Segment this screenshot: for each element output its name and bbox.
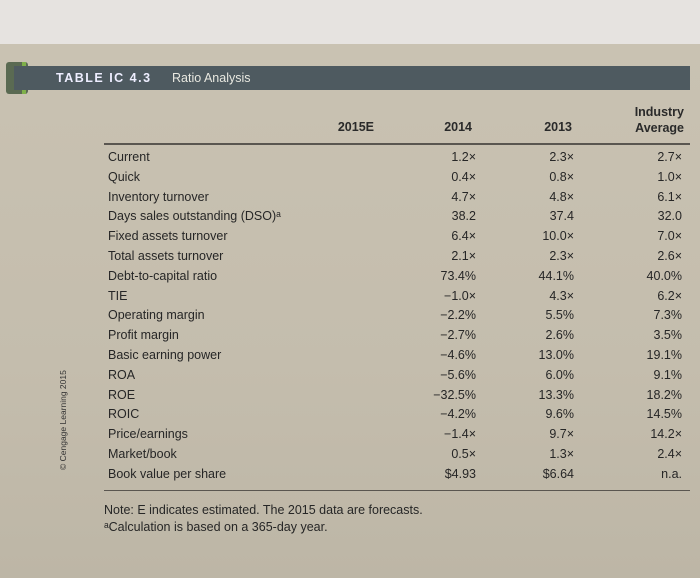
table-note: Note: E indicates estimated. The 2015 da… xyxy=(104,503,423,517)
cell-industry: 7.3% xyxy=(653,308,683,323)
row-label: Fixed assets turnover xyxy=(108,229,228,244)
table-row: Price/earnings −1.4× 9.7× 14.2× xyxy=(108,427,688,446)
cell-2014: −4.6% xyxy=(440,348,476,362)
row-label: ROE xyxy=(108,387,136,402)
cell-industry: 7.0× xyxy=(657,229,682,244)
copyright-watermark: © Cengage Learning 2015 xyxy=(58,370,68,470)
table-row: Debt-to-capital ratio 73.4% 44.1% 40.0% xyxy=(108,269,688,288)
cell-industry: 2.4× xyxy=(657,447,682,461)
cell-industry: 2.6× xyxy=(657,249,682,263)
table-row: Book value per share $4.93 $6.64 n.a. xyxy=(108,467,688,486)
table-row: Inventory turnover 4.7× 4.8× 6.1× xyxy=(108,190,688,209)
cell-2013: 6.0% xyxy=(545,367,575,382)
table-row: ROA −5.6% 6.0% 9.1% xyxy=(108,368,688,387)
cell-2014: 4.7× xyxy=(451,189,476,204)
cell-2014: 6.4× xyxy=(451,229,476,244)
table-row: Days sales outstanding (DSO)ᵃ 38.2 37.4 32.… xyxy=(108,209,688,228)
table-row: Quick 0.4× 0.8× 1.0× xyxy=(108,170,688,189)
bottom-rule xyxy=(104,490,690,491)
cell-2014: −2.7% xyxy=(440,328,476,343)
cell-industry: 1.0× xyxy=(657,169,682,184)
cell-2014: −32.5% xyxy=(433,387,476,402)
cell-industry: 18.2% xyxy=(646,387,682,402)
cell-2014: $4.93 xyxy=(444,466,476,481)
cell-2014: −5.6% xyxy=(440,367,476,382)
col-header-2015e: 2015E xyxy=(337,120,374,134)
table-row: Basic earning power −4.6% 13.0% 19.1% xyxy=(108,348,688,367)
row-label: Price/earnings xyxy=(108,427,188,442)
col-header-2014: 2014 xyxy=(444,120,472,134)
cell-2014: 38.2 xyxy=(451,209,476,224)
cell-industry: 6.2× xyxy=(657,288,682,303)
cell-industry: 14.5% xyxy=(646,407,682,422)
cell-industry: 19.1% xyxy=(646,348,682,362)
cell-industry: 3.5% xyxy=(653,328,683,343)
table-row: Market/book 0.5× 1.3× 2.4× xyxy=(108,447,688,466)
table-number: TABLE IC 4.3 xyxy=(56,71,152,85)
cell-2013: 2.3× xyxy=(549,150,574,164)
header-rule xyxy=(104,143,690,145)
cell-2014: 1.2× xyxy=(451,150,476,164)
row-label: Basic earning power xyxy=(108,348,222,362)
cell-industry: 9.1% xyxy=(653,367,683,382)
table-footnote: ᵃCalculation is based on a 365-day year. xyxy=(104,520,328,534)
table-row: Profit margin −2.7% 2.6% 3.5% xyxy=(108,328,688,347)
cell-2014: 2.1× xyxy=(451,249,476,263)
cell-industry: 14.2× xyxy=(650,427,682,442)
cell-2013: 4.8× xyxy=(549,189,574,204)
cell-2014: −1.0× xyxy=(444,288,476,303)
row-label: Book value per share xyxy=(108,466,227,481)
cell-2014: 0.4× xyxy=(451,169,476,184)
table-row: Total assets turnover 2.1× 2.3× 2.6× xyxy=(108,249,688,268)
row-label: Profit margin xyxy=(108,328,179,343)
table-row: Fixed assets turnover 6.4× 10.0× 7.0× xyxy=(108,229,688,248)
table-row: TIE −1.0× 4.3× 6.2× xyxy=(108,289,688,308)
cell-industry: 2.7× xyxy=(657,150,682,164)
row-label: Debt-to-capital ratio xyxy=(108,268,218,283)
cell-2013: 0.8× xyxy=(549,169,574,184)
cell-2013: 10.0× xyxy=(542,229,574,244)
cell-2013: 13.3% xyxy=(538,387,574,402)
cell-industry: 40.0% xyxy=(646,268,682,283)
cell-2013: 2.6% xyxy=(545,328,575,343)
table-title: Ratio Analysis xyxy=(172,71,251,85)
cell-2014: 0.5× xyxy=(451,447,476,461)
cell-industry: 32.0 xyxy=(657,209,682,224)
row-label: Market/book xyxy=(108,447,177,461)
table-row: ROE −32.5% 13.3% 18.2% xyxy=(108,388,688,407)
cell-2013: $6.64 xyxy=(542,466,574,481)
table-row: Operating margin −2.2% 5.5% 7.3% xyxy=(108,308,688,327)
cell-2013: 44.1% xyxy=(538,268,574,283)
row-label: ROIC xyxy=(108,407,140,422)
cell-industry: n.a. xyxy=(661,466,682,481)
cell-2013: 37.4 xyxy=(549,209,574,224)
textbook-page: TABLE IC 4.3 Ratio Analysis xyxy=(0,44,700,578)
cell-2013: 13.0% xyxy=(538,348,574,362)
row-label: Operating margin xyxy=(108,308,205,323)
cell-2014: 73.4% xyxy=(440,268,476,283)
cell-2013: 9.7× xyxy=(549,427,574,442)
row-label: Inventory turnover xyxy=(108,189,209,204)
row-label: Days sales outstanding (DSO)ᵃ xyxy=(108,209,281,224)
cell-2013: 2.3× xyxy=(549,249,574,263)
row-label: TIE xyxy=(108,288,128,303)
cell-2013: 1.3× xyxy=(549,447,574,461)
row-label: ROA xyxy=(108,367,136,382)
cell-2013: 9.6% xyxy=(545,407,575,422)
row-label: Total assets turnover xyxy=(108,249,224,263)
cell-2014: −2.2% xyxy=(440,308,476,323)
table-row: Current 1.2× 2.3× 2.7× xyxy=(108,150,688,169)
cell-industry: 6.1× xyxy=(657,189,682,204)
cell-2014: −1.4× xyxy=(444,427,476,442)
cell-2014: −4.2% xyxy=(440,407,476,422)
cell-2013: 4.3× xyxy=(549,288,574,303)
col-header-industry: Industry Average xyxy=(634,105,684,135)
row-label: Current xyxy=(108,150,150,164)
table-row: ROIC −4.2% 9.6% 14.5% xyxy=(108,407,688,426)
table-title-bar: TABLE IC 4.3 Ratio Analysis xyxy=(14,66,690,90)
col-header-2013: 2013 xyxy=(544,120,572,134)
row-label: Quick xyxy=(108,169,140,184)
cell-2013: 5.5% xyxy=(545,308,575,323)
